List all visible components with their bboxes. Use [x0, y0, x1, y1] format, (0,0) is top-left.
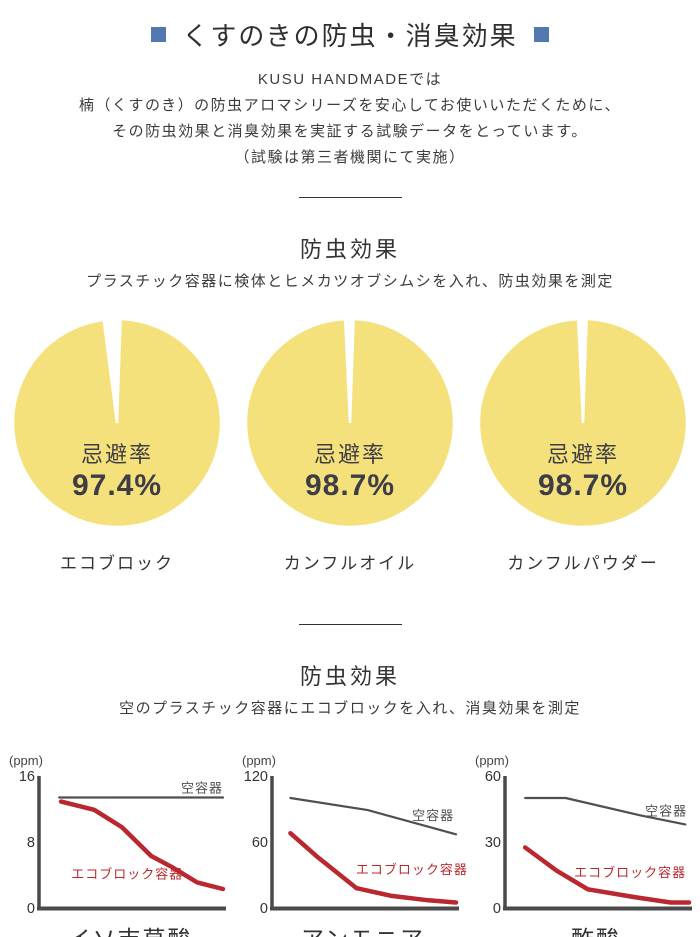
pie-svg [244, 317, 456, 529]
pie-svg [11, 317, 223, 529]
title-left-square-icon [151, 27, 167, 42]
section2-heading: 防虫効果 [299, 664, 400, 689]
y-axis-unit-label: (ppm) [242, 753, 276, 768]
repellency-rate-label: 忌避率 [313, 442, 386, 467]
pie-center-text: 忌避率 98.7% [477, 443, 689, 502]
series-line [522, 845, 691, 905]
section1-heading: 防虫効果 [299, 237, 400, 262]
repellency-rate-value: 97.4% [71, 469, 163, 502]
page-title: くすのきの防虫・消臭効果 [0, 0, 700, 53]
repellency-rate-label: 忌避率 [546, 442, 619, 467]
pie-center-text: 忌避率 97.4% [11, 443, 223, 502]
line-chart-label: アンモニア [234, 920, 467, 937]
pie-chart-label: エコブロック [60, 554, 174, 573]
pie-wrap: 忌避率 98.7% [477, 317, 689, 529]
y-tick-label: 0 [492, 901, 500, 917]
line-chart-label: 酢酸 [467, 920, 700, 937]
series-label: 空容器 [645, 804, 687, 819]
pie-center-text: 忌避率 98.7% [244, 443, 456, 502]
series-line [287, 830, 458, 905]
page-title-text: くすのきの防虫・消臭効果 [182, 21, 518, 51]
intro-text: KUSU HANDMADEでは 楠（くすのき）の防虫アロマシリーズを安心してお使… [0, 67, 700, 171]
intro-line: 楠（くすのき）の防虫アロマシリーズを安心してお使いいただくために、 [79, 97, 621, 114]
series-line [58, 799, 225, 892]
y-axis-unit-label: (ppm) [9, 753, 43, 768]
repellency-rate-label: 忌避率 [80, 442, 153, 467]
series-line [288, 796, 457, 836]
series-label: 空容器 [412, 808, 454, 823]
repellency-rate-value: 98.7% [304, 469, 396, 502]
pie-slice [11, 317, 223, 529]
section1-subtitle: プラスチック容器に検体とヒメカツオブシムシを入れ、防虫効果を測定 [86, 273, 614, 290]
pie-chart-ecoblock: 忌避率 97.4% エコブロック [1, 317, 234, 574]
y-tick-label: 60 [251, 835, 267, 851]
series-label: エコブロック容器 [355, 862, 466, 877]
y-tick-label: 16 [18, 769, 34, 785]
section2-subtitle: 空のプラスチック容器にエコブロックを入れ、消臭効果を測定 [119, 700, 581, 717]
series-label: エコブロック容器 [574, 865, 686, 880]
pie-chart-camphor-powder: 忌避率 98.7% カンフルパウダー [467, 317, 700, 574]
pie-chart-label: カンフルパウダー [507, 554, 659, 573]
series-label: 空容器 [180, 781, 222, 796]
pie-wrap: 忌避率 97.4% [11, 317, 223, 529]
pie-chart-label: カンフルオイル [283, 554, 417, 573]
title-right-square-icon [533, 27, 549, 42]
y-axis-unit-label: (ppm) [475, 753, 509, 768]
pie-svg [477, 317, 689, 529]
series-line [523, 796, 686, 826]
repellency-rate-value: 98.7% [537, 469, 629, 502]
pie-slice [477, 317, 689, 529]
line-chart-label: イソ吉草酸 [1, 920, 234, 937]
intro-line: その防虫効果と消臭効果を実証する試験データをとっています。 [112, 123, 588, 140]
y-tick-label: 0 [26, 901, 34, 917]
y-tick-label: 0 [259, 901, 267, 917]
y-tick-label: 8 [26, 835, 34, 851]
section-divider [298, 624, 402, 625]
intro-line: （試験は第三者機関にて実施） [234, 149, 466, 166]
intro-line: KUSU HANDMADEでは [257, 71, 443, 88]
y-tick-label: 60 [484, 769, 500, 785]
series-label: エコブロック容器 [71, 866, 183, 881]
pie-slice [244, 317, 456, 529]
section-divider [298, 197, 402, 198]
pie-chart-row: 忌避率 97.4% エコブロック 忌避率 98.7% カンフルオイル 忌避率 [0, 317, 700, 574]
pie-wrap: 忌避率 98.7% [244, 317, 456, 529]
pie-chart-camphor-oil: 忌避率 98.7% カンフルオイル [234, 317, 467, 574]
y-tick-label: 30 [484, 835, 500, 851]
y-tick-label: 120 [243, 769, 267, 785]
